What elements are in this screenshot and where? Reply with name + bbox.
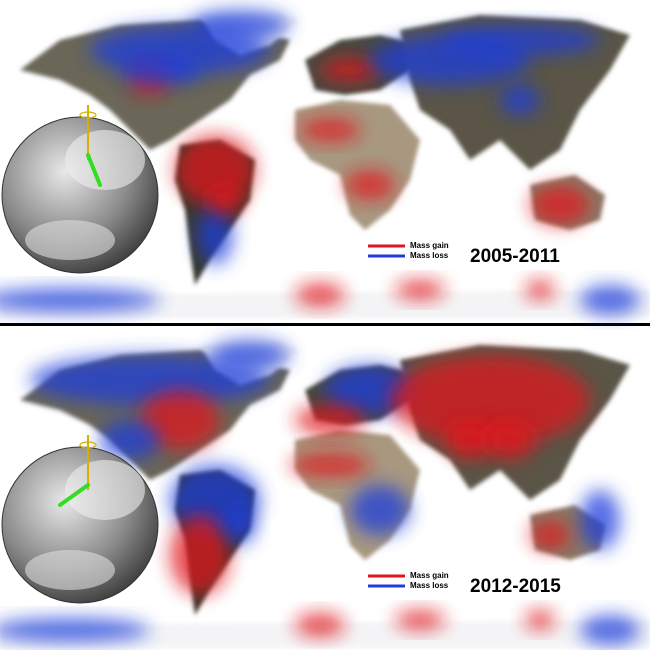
gain-region <box>485 420 535 460</box>
gain-region <box>530 185 590 225</box>
loss-region <box>120 55 200 85</box>
gain-region <box>175 135 255 205</box>
divider <box>0 323 650 326</box>
loss-region <box>440 25 600 55</box>
loss-region <box>0 288 160 312</box>
spin-arrow <box>79 111 97 119</box>
globe-land <box>25 550 115 590</box>
loss-region <box>580 490 620 550</box>
gain-region <box>530 520 570 550</box>
gain-region <box>390 355 590 445</box>
gain-region <box>320 58 380 82</box>
globe-land <box>65 130 145 190</box>
gain-region <box>300 118 360 142</box>
loss-region <box>350 485 410 535</box>
gain-region <box>525 610 555 630</box>
gain-region <box>445 420 495 460</box>
gain-region <box>170 515 230 595</box>
gain-region <box>525 280 555 300</box>
gain-region <box>207 185 243 215</box>
gain-region <box>295 283 345 307</box>
loss-region <box>100 420 160 460</box>
period-label: 2005-2011 <box>470 246 560 267</box>
loss-region <box>500 85 540 115</box>
gain-region <box>140 390 220 450</box>
loss-region <box>190 10 290 40</box>
globe-land <box>25 220 115 260</box>
pole-drift <box>86 153 102 187</box>
legend-label: Mass loss <box>410 581 449 590</box>
legend-label: Mass gain <box>410 241 449 250</box>
legend-label: Mass loss <box>410 251 449 260</box>
loss-region <box>197 205 233 265</box>
loss-region <box>0 618 150 642</box>
period-label: 2012-2015 <box>470 576 561 597</box>
legend-label: Mass gain <box>410 571 449 580</box>
spin-arrow <box>79 441 97 449</box>
gain-region <box>295 613 345 637</box>
pole-drift <box>58 483 90 507</box>
loss-region <box>225 505 255 545</box>
loss-region <box>580 285 640 315</box>
gain-region <box>345 170 395 200</box>
gain-region <box>295 405 365 435</box>
gain-region <box>395 610 445 630</box>
gain-region <box>290 453 370 477</box>
globe-land <box>65 460 145 520</box>
gain-region <box>395 280 445 300</box>
loss-region <box>210 340 290 370</box>
loss-region <box>580 615 640 645</box>
loss-region <box>30 355 270 405</box>
